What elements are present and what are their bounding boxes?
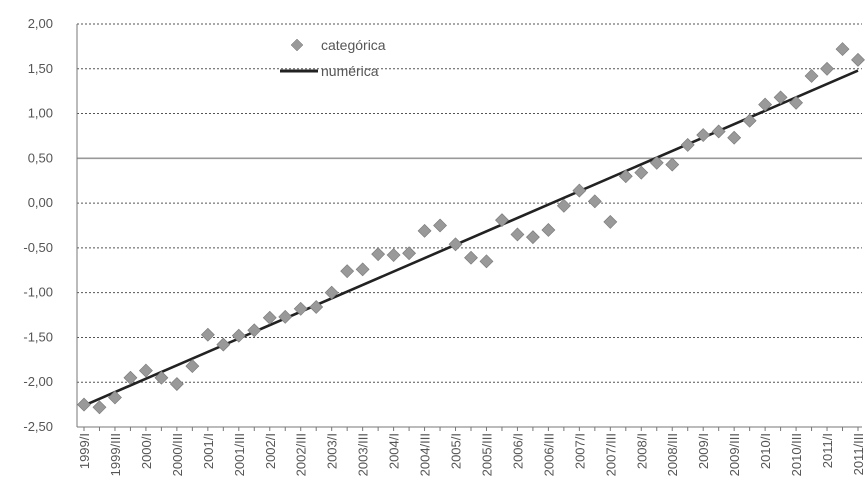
legend-label-numerica: numérica — [321, 63, 379, 79]
data-point-categorica — [773, 90, 788, 105]
x-tick-label: 2006/I — [510, 433, 525, 469]
x-tick-label: 2009/I — [696, 433, 711, 469]
x-tick-label: 1999/I — [77, 433, 92, 469]
data-point-categorica — [92, 400, 107, 415]
data-point-categorica — [185, 359, 200, 374]
x-tick-label: 1999/III — [108, 433, 123, 476]
data-point-categorica — [680, 137, 695, 152]
data-point-categorica — [789, 95, 804, 110]
data-point-categorica — [386, 248, 401, 262]
data-point-categorica — [665, 157, 680, 172]
x-tick-label: 2005/I — [449, 433, 464, 469]
data-point-categorica — [510, 227, 525, 242]
data-point-categorica — [402, 246, 417, 261]
x-tick-label: 2005/III — [479, 433, 494, 476]
data-point-categorica — [649, 155, 664, 170]
x-tick-label: 2010/III — [789, 433, 804, 476]
data-point-categorica — [138, 363, 153, 378]
data-point-categorica — [200, 327, 215, 342]
x-tick-label: 2009/III — [727, 433, 742, 476]
data-point-categorica — [742, 113, 757, 128]
y-tick-label: 2,00 — [28, 16, 53, 31]
data-point-categorica — [123, 370, 138, 385]
data-point-categorica — [479, 254, 494, 269]
data-point-categorica — [804, 69, 819, 83]
y-tick-label: -1,00 — [23, 285, 53, 300]
legend: categórica numérica — [280, 37, 386, 79]
data-point-categorica — [169, 377, 184, 391]
y-tick-label: -2,00 — [23, 374, 53, 389]
data-point-categorica — [108, 390, 122, 405]
data-point-categorica — [154, 370, 169, 385]
data-point-categorica — [262, 310, 277, 325]
data-point-categorica — [820, 61, 834, 76]
x-tick-label: 2011/I — [820, 433, 835, 468]
x-tick-label: 2003/III — [356, 433, 371, 476]
data-point-categorica — [231, 328, 246, 343]
data-point-categorica — [371, 247, 386, 262]
trend-line-numerica — [83, 69, 859, 407]
x-tick-label: 2008/III — [665, 433, 680, 476]
data-point-categorica — [556, 198, 571, 213]
x-tick-label: 2000/I — [139, 433, 154, 469]
y-tick-label: -0,50 — [23, 240, 53, 255]
x-tick-label: 2001/III — [232, 433, 247, 476]
y-tick-label: -2,50 — [23, 419, 53, 434]
x-tick-label: 2006/III — [541, 433, 556, 476]
data-point-categorica — [587, 194, 602, 209]
x-tick-label: 2002/I — [263, 433, 278, 469]
data-point-categorica — [696, 128, 711, 142]
data-point-categorica — [851, 52, 865, 67]
data-point-categorica — [711, 124, 726, 139]
y-tick-label: 1,50 — [28, 61, 53, 76]
plot-series — [77, 42, 865, 415]
data-point-categorica — [758, 97, 773, 112]
y-tick-label: 0,50 — [28, 150, 53, 165]
x-tick-label: 2000/III — [170, 433, 185, 476]
x-axis: 1999/I 1999/III 2000/I 2000/III 2001/I 2001/I… — [77, 426, 866, 476]
data-point-categorica — [634, 165, 649, 180]
x-tick-label: 2004/I — [387, 433, 402, 469]
data-point-categorica — [216, 337, 231, 352]
data-point-categorica — [727, 130, 742, 145]
y-tick-label: 0,00 — [28, 195, 53, 210]
x-tick-label: 2007/III — [603, 433, 618, 476]
data-point-categorica — [541, 223, 556, 237]
x-tick-label: 2001/I — [201, 433, 216, 469]
x-tick-label: 2004/III — [418, 433, 433, 476]
data-point-categorica — [293, 301, 308, 316]
data-point-categorica — [417, 223, 432, 238]
data-point-categorica — [835, 42, 850, 56]
data-point-categorica — [278, 309, 293, 324]
data-point-categorica — [309, 300, 324, 314]
x-tick-label: 2008/I — [634, 433, 649, 469]
x-tick-label: 2010/I — [758, 433, 773, 469]
legend-label-categorica: categórica — [321, 37, 386, 53]
data-point-categorica — [77, 397, 91, 412]
data-point-categorica — [495, 213, 509, 228]
y-tick-label: -1,50 — [23, 329, 53, 344]
x-tick-label: 2011/III — [851, 433, 866, 475]
legend-marker-categorica — [290, 38, 304, 52]
data-point-categorica — [603, 214, 618, 229]
data-point-categorica — [464, 250, 478, 265]
x-tick-label: 2003/I — [325, 433, 340, 469]
x-tick-label: 2007/I — [572, 433, 587, 469]
x-tick-label: 2002/III — [294, 433, 309, 476]
data-point-categorica — [525, 230, 540, 245]
data-point-categorica — [324, 285, 339, 300]
data-point-categorica — [618, 169, 633, 184]
y-axis: 2,00 1,50 1,00 0,50 0,00 -0,50 -1,00 -1,50 -2,00… — [23, 16, 78, 434]
data-point-categorica — [247, 323, 262, 338]
data-point-categorica — [355, 262, 370, 277]
data-point-categorica — [572, 183, 587, 198]
data-point-categorica — [433, 218, 447, 233]
y-tick-label: 1,00 — [28, 106, 53, 121]
data-point-categorica — [448, 237, 463, 252]
data-point-categorica — [340, 264, 355, 279]
